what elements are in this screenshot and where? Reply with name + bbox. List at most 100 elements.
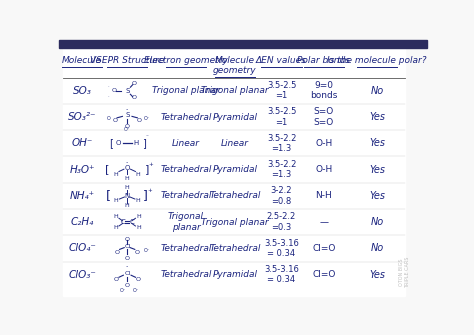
Text: OH⁻: OH⁻ (72, 138, 93, 148)
Text: Linear: Linear (221, 139, 249, 148)
Text: 2.5-2.2
=0.3: 2.5-2.2 =0.3 (267, 212, 296, 232)
Text: C₂H₄: C₂H₄ (71, 217, 94, 227)
Text: SO₃²⁻: SO₃²⁻ (68, 112, 96, 122)
Text: H: H (113, 225, 118, 230)
Text: —: — (319, 218, 328, 227)
Text: Yes: Yes (369, 138, 385, 148)
Text: 3.5-2.2
=1.3: 3.5-2.2 =1.3 (267, 134, 296, 153)
Text: O: O (125, 256, 130, 261)
Text: OTON BIGS
TRIPLE CARS: OTON BIGS TRIPLE CARS (399, 257, 410, 288)
Text: ]: ] (143, 189, 148, 202)
Text: Tetrahedral: Tetrahedral (160, 270, 212, 279)
Text: No: No (370, 86, 383, 96)
Text: O: O (131, 95, 136, 100)
Text: Tetrahedral: Tetrahedral (160, 165, 212, 174)
Text: Is the molecule polar?: Is the molecule polar? (327, 56, 427, 65)
Text: O: O (131, 81, 136, 86)
Text: Tetrahedral: Tetrahedral (160, 244, 212, 253)
Text: Trigonal
planar: Trigonal planar (168, 212, 204, 232)
Text: O⁻: O⁻ (144, 117, 150, 122)
Text: Yes: Yes (369, 164, 385, 175)
Text: O: O (125, 237, 130, 242)
Text: Yes: Yes (369, 191, 385, 201)
Text: Pyramidal: Pyramidal (212, 165, 257, 174)
Text: N-H: N-H (315, 191, 332, 200)
Text: S=O
S=O: S=O S=O (314, 107, 334, 127)
Text: +: + (149, 162, 154, 167)
Text: Cl=O: Cl=O (312, 270, 336, 279)
Text: N: N (125, 193, 130, 199)
Text: ClO₃⁻: ClO₃⁻ (68, 270, 96, 280)
Text: Molecule
geometry: Molecule geometry (213, 56, 256, 75)
Text: H: H (114, 172, 118, 177)
Text: O: O (135, 250, 140, 255)
Text: O: O (112, 88, 117, 93)
Text: C: C (120, 219, 125, 225)
Text: Pyramidal: Pyramidal (212, 113, 257, 122)
Text: Electron geometry: Electron geometry (144, 56, 228, 65)
Text: H: H (137, 225, 142, 230)
Text: ..: .. (108, 84, 110, 87)
Text: NH₄⁺: NH₄⁺ (70, 191, 95, 201)
Text: Tetrahedral: Tetrahedral (160, 191, 212, 200)
Text: 3.5-2.2
=1.3: 3.5-2.2 =1.3 (267, 160, 296, 179)
Text: H: H (125, 203, 129, 208)
Text: 3.5-3.16
= 0.34: 3.5-3.16 = 0.34 (264, 265, 299, 284)
Text: Molecule: Molecule (62, 56, 102, 65)
Text: Cl: Cl (124, 271, 130, 276)
Text: H: H (125, 176, 129, 181)
Text: ΔEN values: ΔEN values (256, 56, 307, 65)
Text: H: H (136, 172, 141, 177)
Text: ..: .. (126, 159, 129, 164)
Text: H: H (114, 198, 118, 203)
Text: O: O (137, 118, 142, 123)
Text: Trigonal planar: Trigonal planar (152, 86, 220, 95)
Text: 3-2.2
=0.8: 3-2.2 =0.8 (271, 186, 292, 206)
Text: Tetrahedral: Tetrahedral (209, 191, 261, 200)
Text: [: [ (106, 189, 111, 202)
Text: Tetrahedral: Tetrahedral (160, 113, 212, 122)
Text: H: H (134, 140, 139, 146)
Text: O-H: O-H (315, 139, 332, 148)
Text: O-H: O-H (315, 165, 332, 174)
Text: VSEPR Structure: VSEPR Structure (90, 56, 164, 65)
Text: SO₃: SO₃ (73, 86, 91, 96)
Text: O: O (125, 124, 130, 129)
Text: [: [ (109, 138, 113, 148)
Text: Trigonal planar: Trigonal planar (201, 218, 269, 227)
Text: O: O (115, 250, 119, 255)
Text: S: S (125, 112, 129, 118)
Text: 3.5-2.5
=1: 3.5-2.5 =1 (267, 81, 296, 100)
Text: H: H (125, 185, 129, 190)
Text: ⁻: ⁻ (146, 136, 149, 141)
Text: 3.5-2.5
=1: 3.5-2.5 =1 (267, 107, 296, 127)
Text: Pyramidal: Pyramidal (212, 270, 257, 279)
Text: O⁻: O⁻ (133, 288, 139, 293)
Text: ]: ] (145, 164, 150, 175)
Text: C: C (129, 219, 134, 225)
Text: O⁻: O⁻ (124, 127, 130, 132)
Text: No: No (370, 217, 383, 227)
Text: O: O (125, 282, 130, 287)
Text: Linear: Linear (172, 139, 200, 148)
Text: H: H (137, 214, 142, 219)
Text: O⁻: O⁻ (144, 249, 150, 254)
Text: ClO₄⁻: ClO₄⁻ (68, 244, 96, 253)
Text: +: + (148, 188, 153, 193)
Text: ..: .. (126, 106, 129, 111)
Text: H: H (136, 198, 141, 203)
Bar (59, 40, 427, 48)
Text: Trigonal planar: Trigonal planar (201, 86, 269, 95)
Text: H₃O⁺: H₃O⁺ (69, 164, 95, 175)
Text: O: O (107, 117, 110, 122)
Text: 3.5-3.16
= 0.34: 3.5-3.16 = 0.34 (264, 239, 299, 258)
Text: Polar bonds: Polar bonds (297, 56, 350, 65)
Text: Yes: Yes (369, 270, 385, 280)
Text: O⁻: O⁻ (119, 288, 126, 293)
Text: ]: ] (142, 138, 146, 148)
Text: 9=0
bonds: 9=0 bonds (310, 81, 337, 100)
Text: O: O (115, 140, 121, 146)
Text: Tetrahedral: Tetrahedral (209, 244, 261, 253)
Text: Cl=O: Cl=O (312, 244, 336, 253)
Text: O: O (114, 277, 118, 282)
